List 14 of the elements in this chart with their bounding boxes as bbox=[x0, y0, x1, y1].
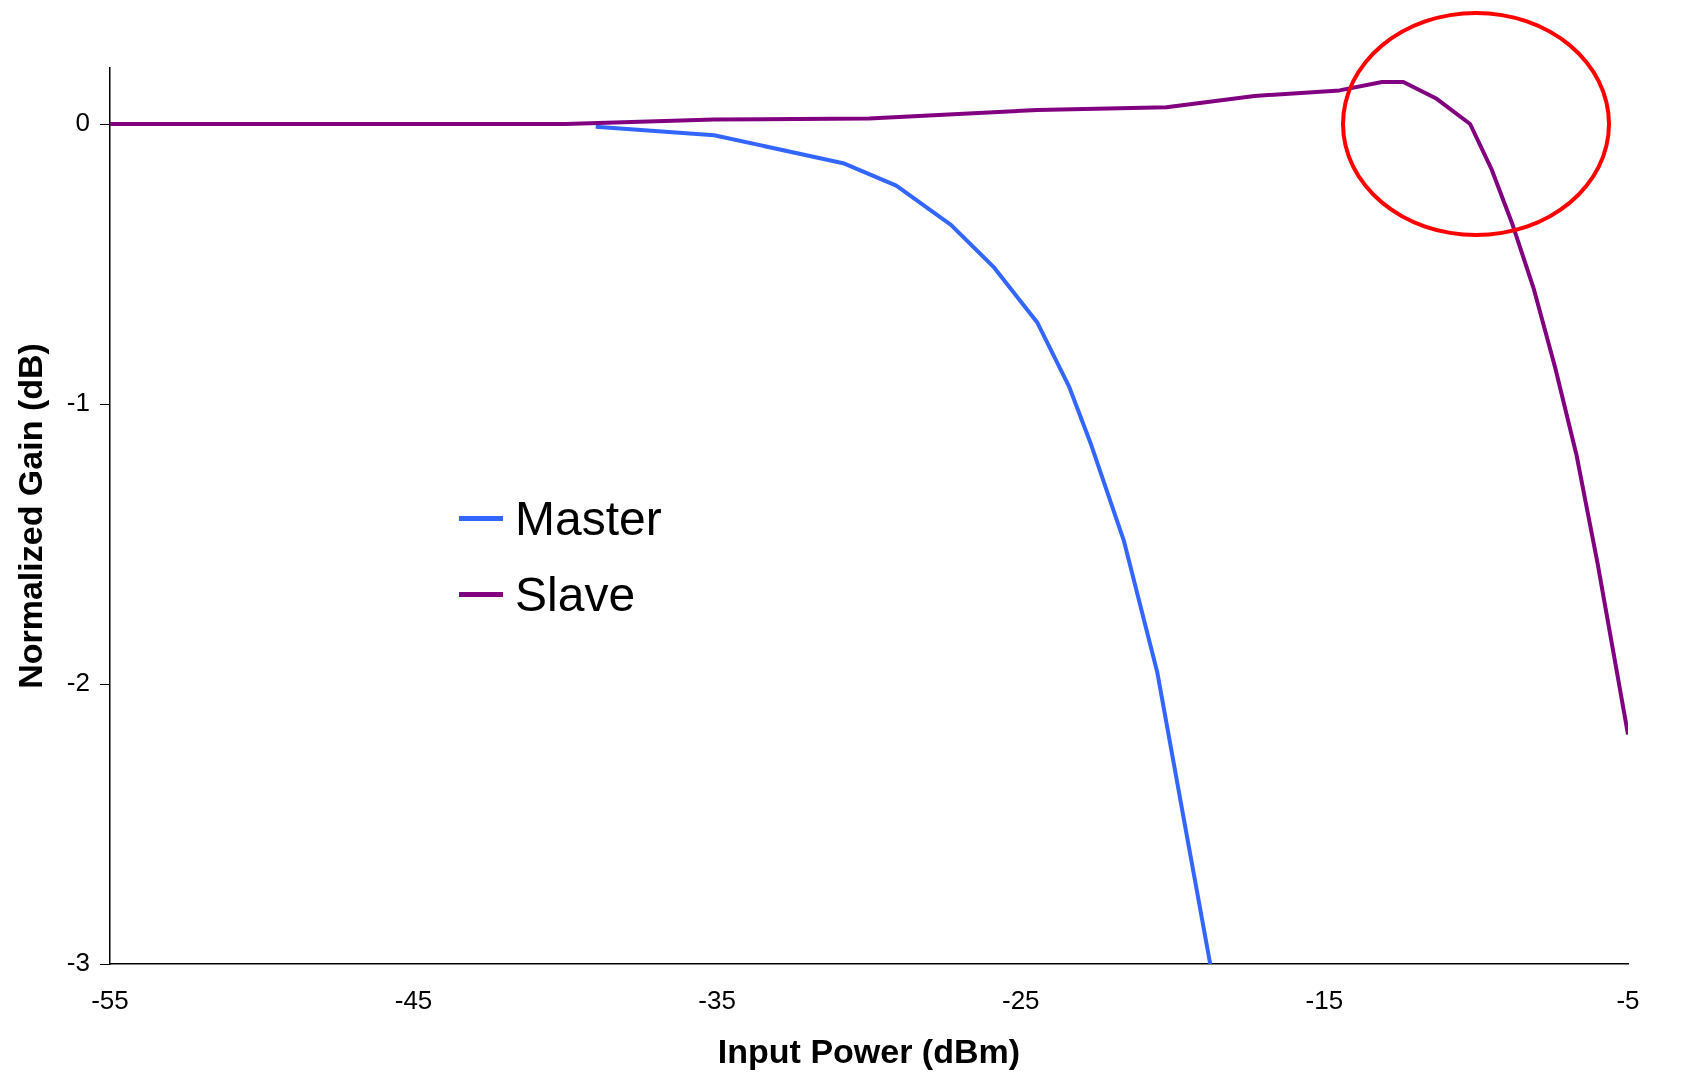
x-tick-label: -25 bbox=[1001, 984, 1040, 1015]
legend-label: Master bbox=[515, 490, 662, 546]
y-tick-label: -2 bbox=[66, 667, 90, 698]
x-axis-title: Input Power (dBm) bbox=[717, 1031, 1021, 1070]
legend-label: Slave bbox=[515, 566, 636, 622]
x-tick-label: -5 bbox=[1616, 984, 1640, 1015]
y-tick-label: -1 bbox=[66, 387, 90, 418]
x-tick-label: -45 bbox=[394, 984, 433, 1015]
x-tick-label: -55 bbox=[91, 984, 129, 1015]
x-tick-label: -35 bbox=[698, 984, 736, 1015]
y-tick-label: -3 bbox=[66, 947, 90, 978]
x-tick-label: -15 bbox=[1305, 984, 1344, 1015]
y-tick-label: 0 bbox=[75, 107, 90, 138]
y-axis-title: Normalized Gain (dB) bbox=[10, 343, 49, 689]
